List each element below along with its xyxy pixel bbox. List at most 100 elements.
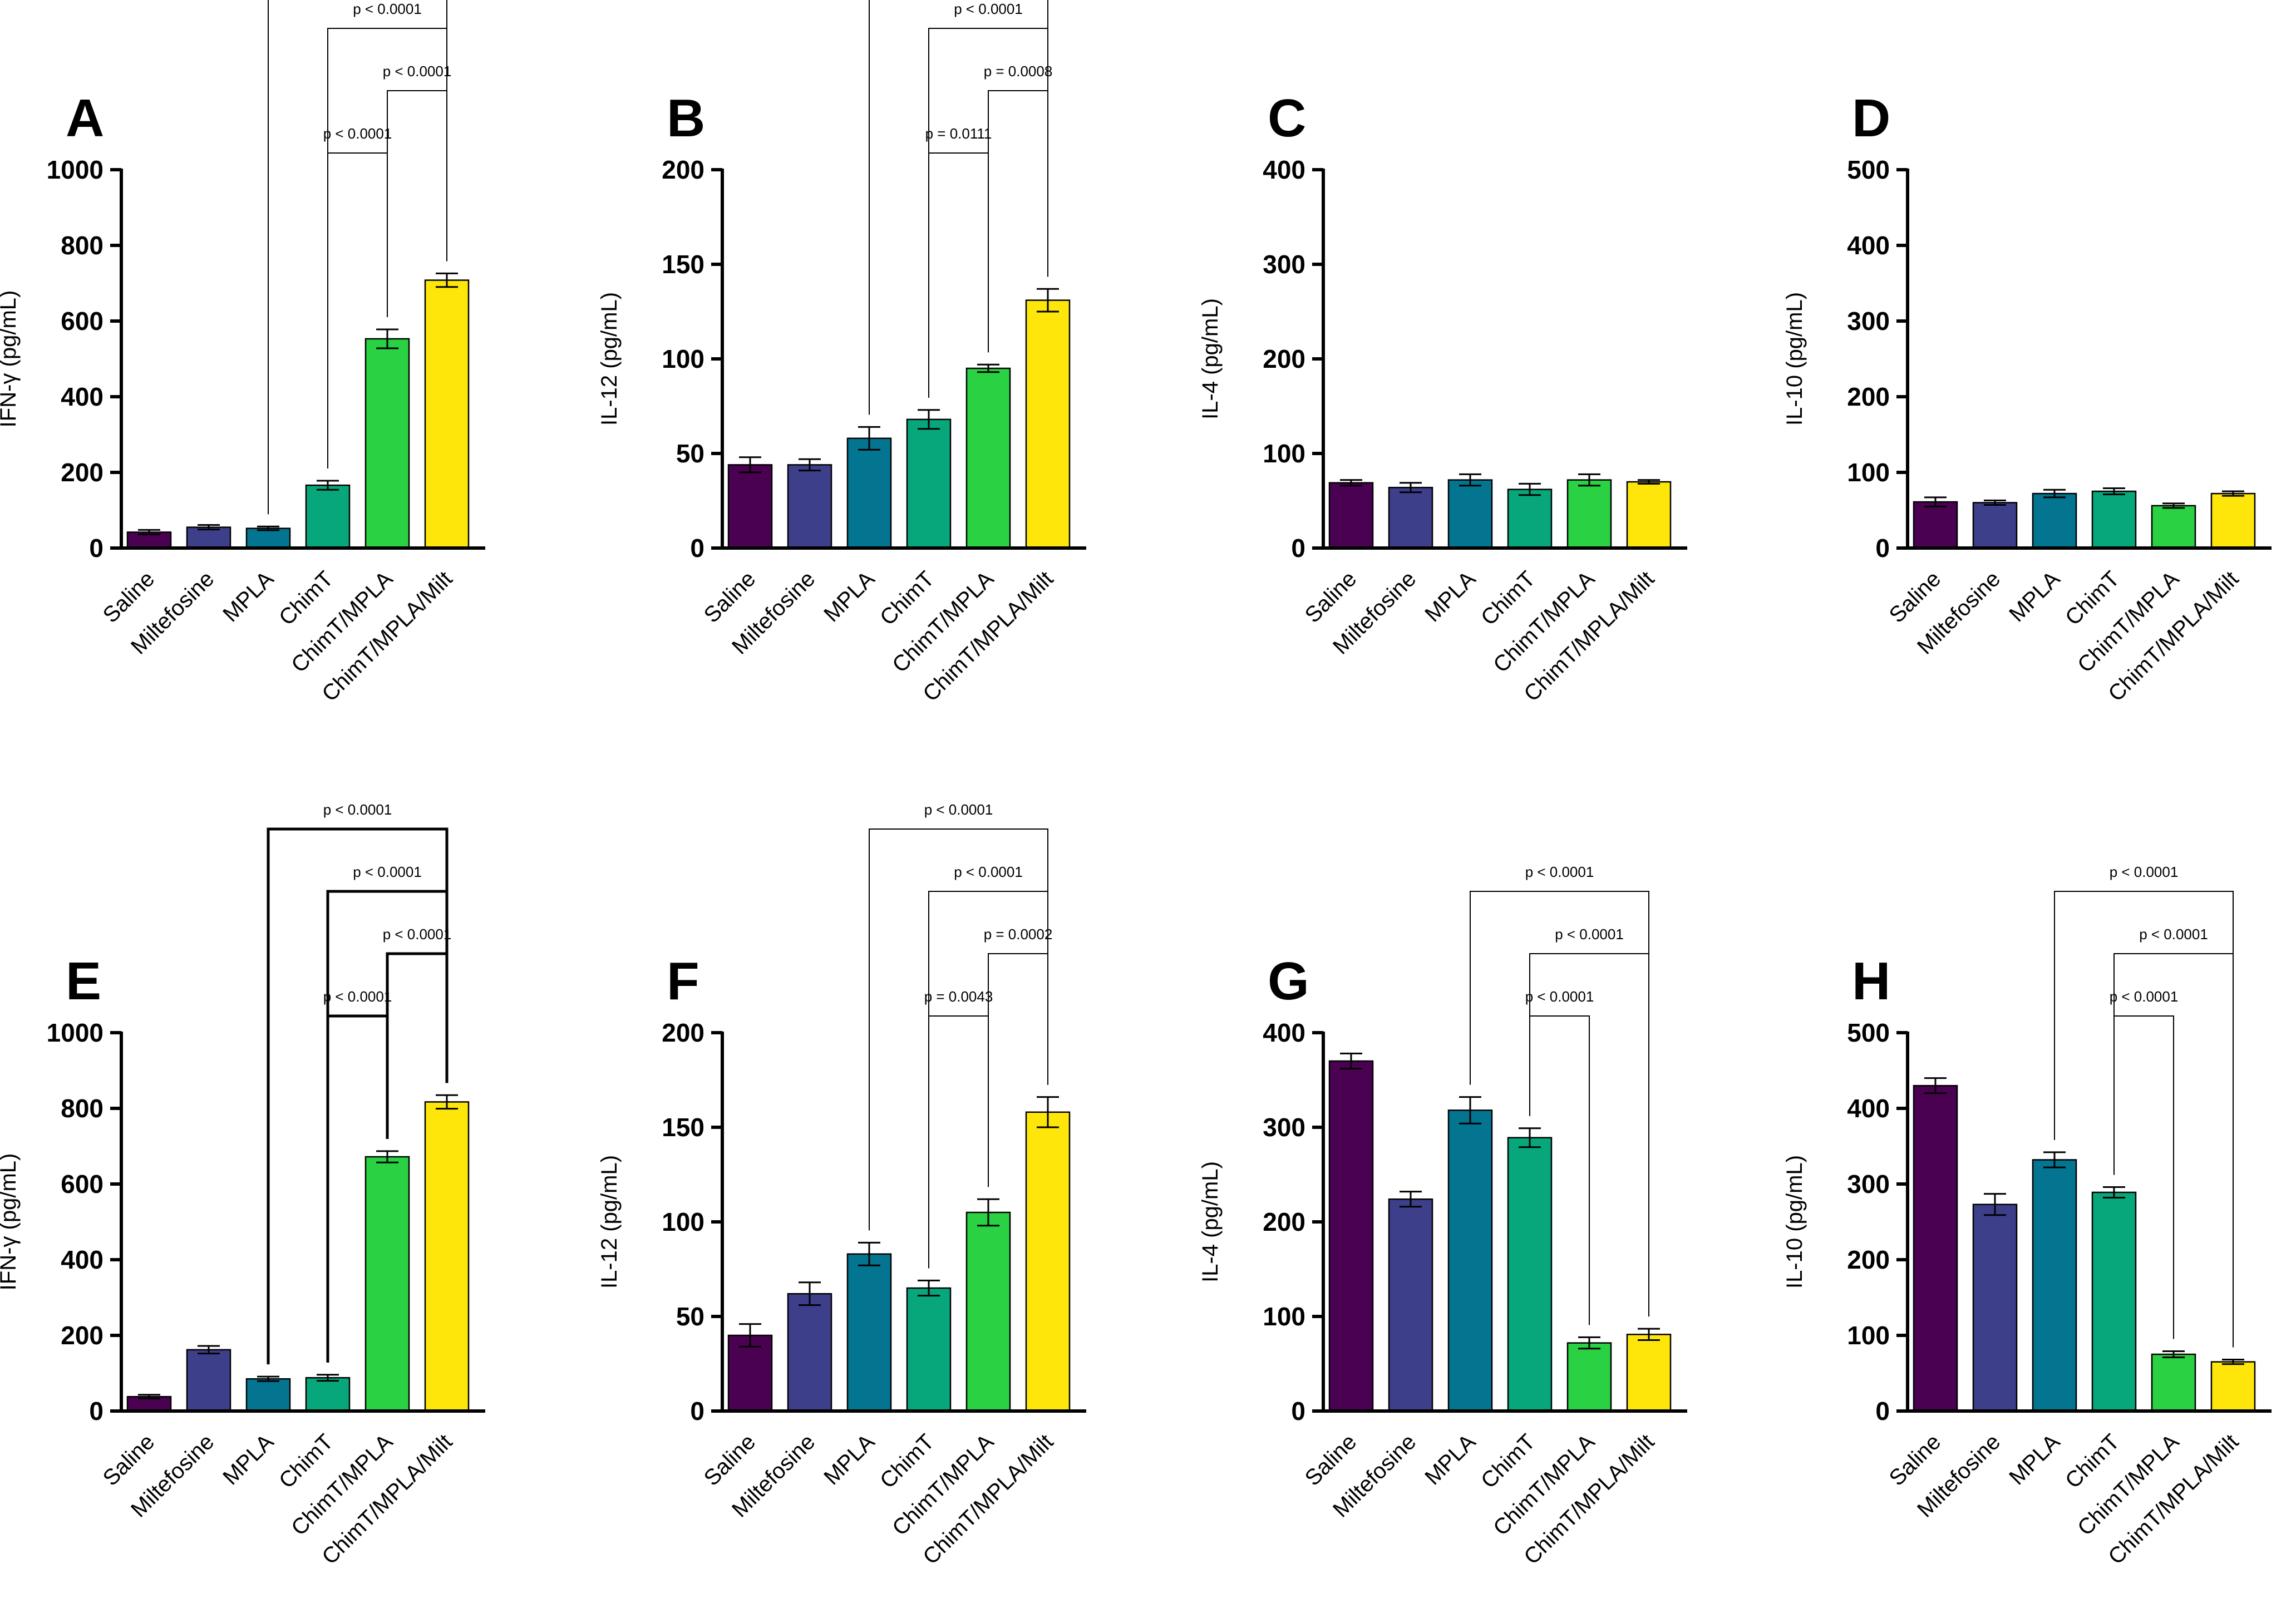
y-tick-label: 100 bbox=[1847, 458, 1890, 487]
bar-chimt-mpla bbox=[1566, 479, 1612, 549]
panel-letter: G bbox=[1268, 951, 1309, 1011]
p-value-label: p < 0.0001 bbox=[323, 801, 392, 818]
y-tick-label: 500 bbox=[1847, 1018, 1890, 1047]
bar-chimt-mpla bbox=[364, 338, 410, 549]
y-tick-label: 400 bbox=[1263, 1018, 1305, 1047]
y-tick-label: 0 bbox=[89, 534, 104, 563]
bar-chimt-mpla bbox=[965, 367, 1011, 549]
y-axis-title: IL-4 (pg/mL) bbox=[1198, 298, 1223, 420]
bar-chimt-mpla bbox=[965, 1211, 1011, 1412]
y-axis-title: IFN-γ (pg/mL) bbox=[0, 1153, 21, 1291]
significance-bracket bbox=[928, 1015, 989, 1269]
bar-chimt-mpla-milt bbox=[1025, 1111, 1071, 1412]
x-tick-label: MPLA bbox=[1420, 1429, 1480, 1489]
significance-bracket bbox=[2054, 891, 2234, 1348]
significance-bracket bbox=[1529, 1015, 1590, 1325]
p-value-label: p < 0.0001 bbox=[353, 1, 422, 17]
y-tick-label: 1000 bbox=[47, 1018, 104, 1047]
x-tick-label: MPLA bbox=[218, 566, 278, 627]
x-tick-label: ChimT/MPLA bbox=[2073, 566, 2184, 677]
x-tick-label: ChimT/MPLA bbox=[888, 1429, 998, 1540]
y-tick-label: 150 bbox=[662, 250, 704, 279]
panel-letter: F bbox=[667, 951, 699, 1011]
bar-mpla bbox=[245, 1378, 291, 1412]
bar-chimt-mpla-milt bbox=[1025, 299, 1071, 549]
bar-chimt-mpla bbox=[364, 1156, 410, 1412]
y-tick-label: 150 bbox=[662, 1113, 704, 1142]
p-value-label: p < 0.0001 bbox=[323, 988, 392, 1005]
bar-mpla bbox=[2032, 1159, 2077, 1412]
y-tick-label: 1000 bbox=[47, 155, 104, 184]
y-tick-label: 400 bbox=[61, 382, 104, 411]
bar-saline bbox=[1328, 482, 1374, 549]
bar-chimt-mpla bbox=[2151, 505, 2196, 549]
bar-saline bbox=[1328, 1060, 1374, 1412]
bar-miltefosine bbox=[787, 1293, 832, 1412]
p-value-label: p < 0.0001 bbox=[353, 864, 422, 880]
p-value-label: p < 0.0001 bbox=[954, 1, 1023, 17]
p-value-label: p < 0.0001 bbox=[323, 125, 392, 142]
y-tick-label: 800 bbox=[61, 1094, 104, 1123]
bar-saline bbox=[1913, 1084, 1958, 1412]
y-tick-label: 400 bbox=[61, 1245, 104, 1274]
bar-chimt bbox=[906, 1287, 952, 1412]
bar-chimt-mpla-milt bbox=[2210, 492, 2256, 549]
y-tick-label: 200 bbox=[1847, 382, 1890, 411]
bar-mpla bbox=[846, 437, 892, 549]
significance-bracket bbox=[2113, 1015, 2174, 1339]
x-tick-label: ChimT/MPLA bbox=[1489, 566, 1599, 677]
x-tick-label: ChimT/MPLA bbox=[1489, 1429, 1599, 1540]
bar-miltefosine bbox=[1388, 1198, 1433, 1412]
bar-mpla bbox=[2032, 492, 2077, 549]
y-tick-label: 0 bbox=[690, 534, 704, 563]
p-value-label: p < 0.0001 bbox=[2110, 988, 2179, 1005]
y-tick-label: 600 bbox=[61, 307, 104, 336]
bar-mpla bbox=[245, 527, 291, 549]
y-tick-label: 300 bbox=[1263, 250, 1305, 279]
bar-chimt bbox=[2091, 490, 2137, 549]
y-tick-label: 50 bbox=[676, 1302, 704, 1331]
bar-saline bbox=[1913, 501, 1958, 549]
significance-bracket bbox=[327, 152, 388, 468]
bar-mpla bbox=[1447, 479, 1493, 549]
y-tick-label: 100 bbox=[662, 344, 704, 373]
y-tick-label: 300 bbox=[1263, 1113, 1305, 1142]
x-tick-label: MPLA bbox=[1420, 566, 1480, 627]
y-tick-label: 0 bbox=[690, 1397, 704, 1426]
bar-miltefosine bbox=[1388, 486, 1433, 549]
p-value-label: p < 0.0001 bbox=[1525, 988, 1594, 1005]
bar-saline bbox=[727, 464, 773, 549]
y-axis-title: IL-12 (pg/mL) bbox=[597, 292, 622, 426]
significance-bracket bbox=[326, 1014, 389, 1363]
y-tick-label: 500 bbox=[1847, 155, 1890, 184]
y-tick-label: 0 bbox=[89, 1397, 104, 1426]
bar-mpla bbox=[846, 1253, 892, 1412]
p-value-label: p < 0.0001 bbox=[1555, 926, 1624, 943]
y-tick-label: 200 bbox=[662, 1018, 704, 1047]
bar-chimt-mpla bbox=[1566, 1342, 1612, 1412]
p-value-label: p < 0.0001 bbox=[954, 864, 1023, 880]
x-tick-label: ChimT/MPLA bbox=[888, 566, 998, 677]
p-value-label: p = 0.0008 bbox=[984, 63, 1053, 80]
bar-chimt-mpla-milt bbox=[424, 279, 470, 549]
y-tick-label: 200 bbox=[1847, 1245, 1890, 1274]
y-axis-title: IL-10 (pg/mL) bbox=[1782, 292, 1807, 426]
bar-chimt bbox=[2091, 1191, 2137, 1412]
panel-letter: E bbox=[66, 951, 101, 1011]
p-value-label: p < 0.0001 bbox=[924, 801, 993, 818]
p-value-label: p = 0.0043 bbox=[924, 988, 993, 1005]
y-tick-label: 0 bbox=[1875, 1397, 1890, 1426]
x-tick-label: ChimT/MPLA bbox=[2073, 1429, 2184, 1540]
p-value-label: p = 0.0111 bbox=[925, 125, 992, 142]
y-axis-title: IL-10 (pg/mL) bbox=[1782, 1155, 1807, 1289]
bar-miltefosine bbox=[787, 464, 832, 549]
x-tick-label: MPLA bbox=[819, 566, 879, 627]
p-value-label: p < 0.0001 bbox=[2139, 926, 2208, 943]
panel-letter: H bbox=[1852, 951, 1890, 1011]
bar-miltefosine bbox=[1972, 502, 2018, 549]
